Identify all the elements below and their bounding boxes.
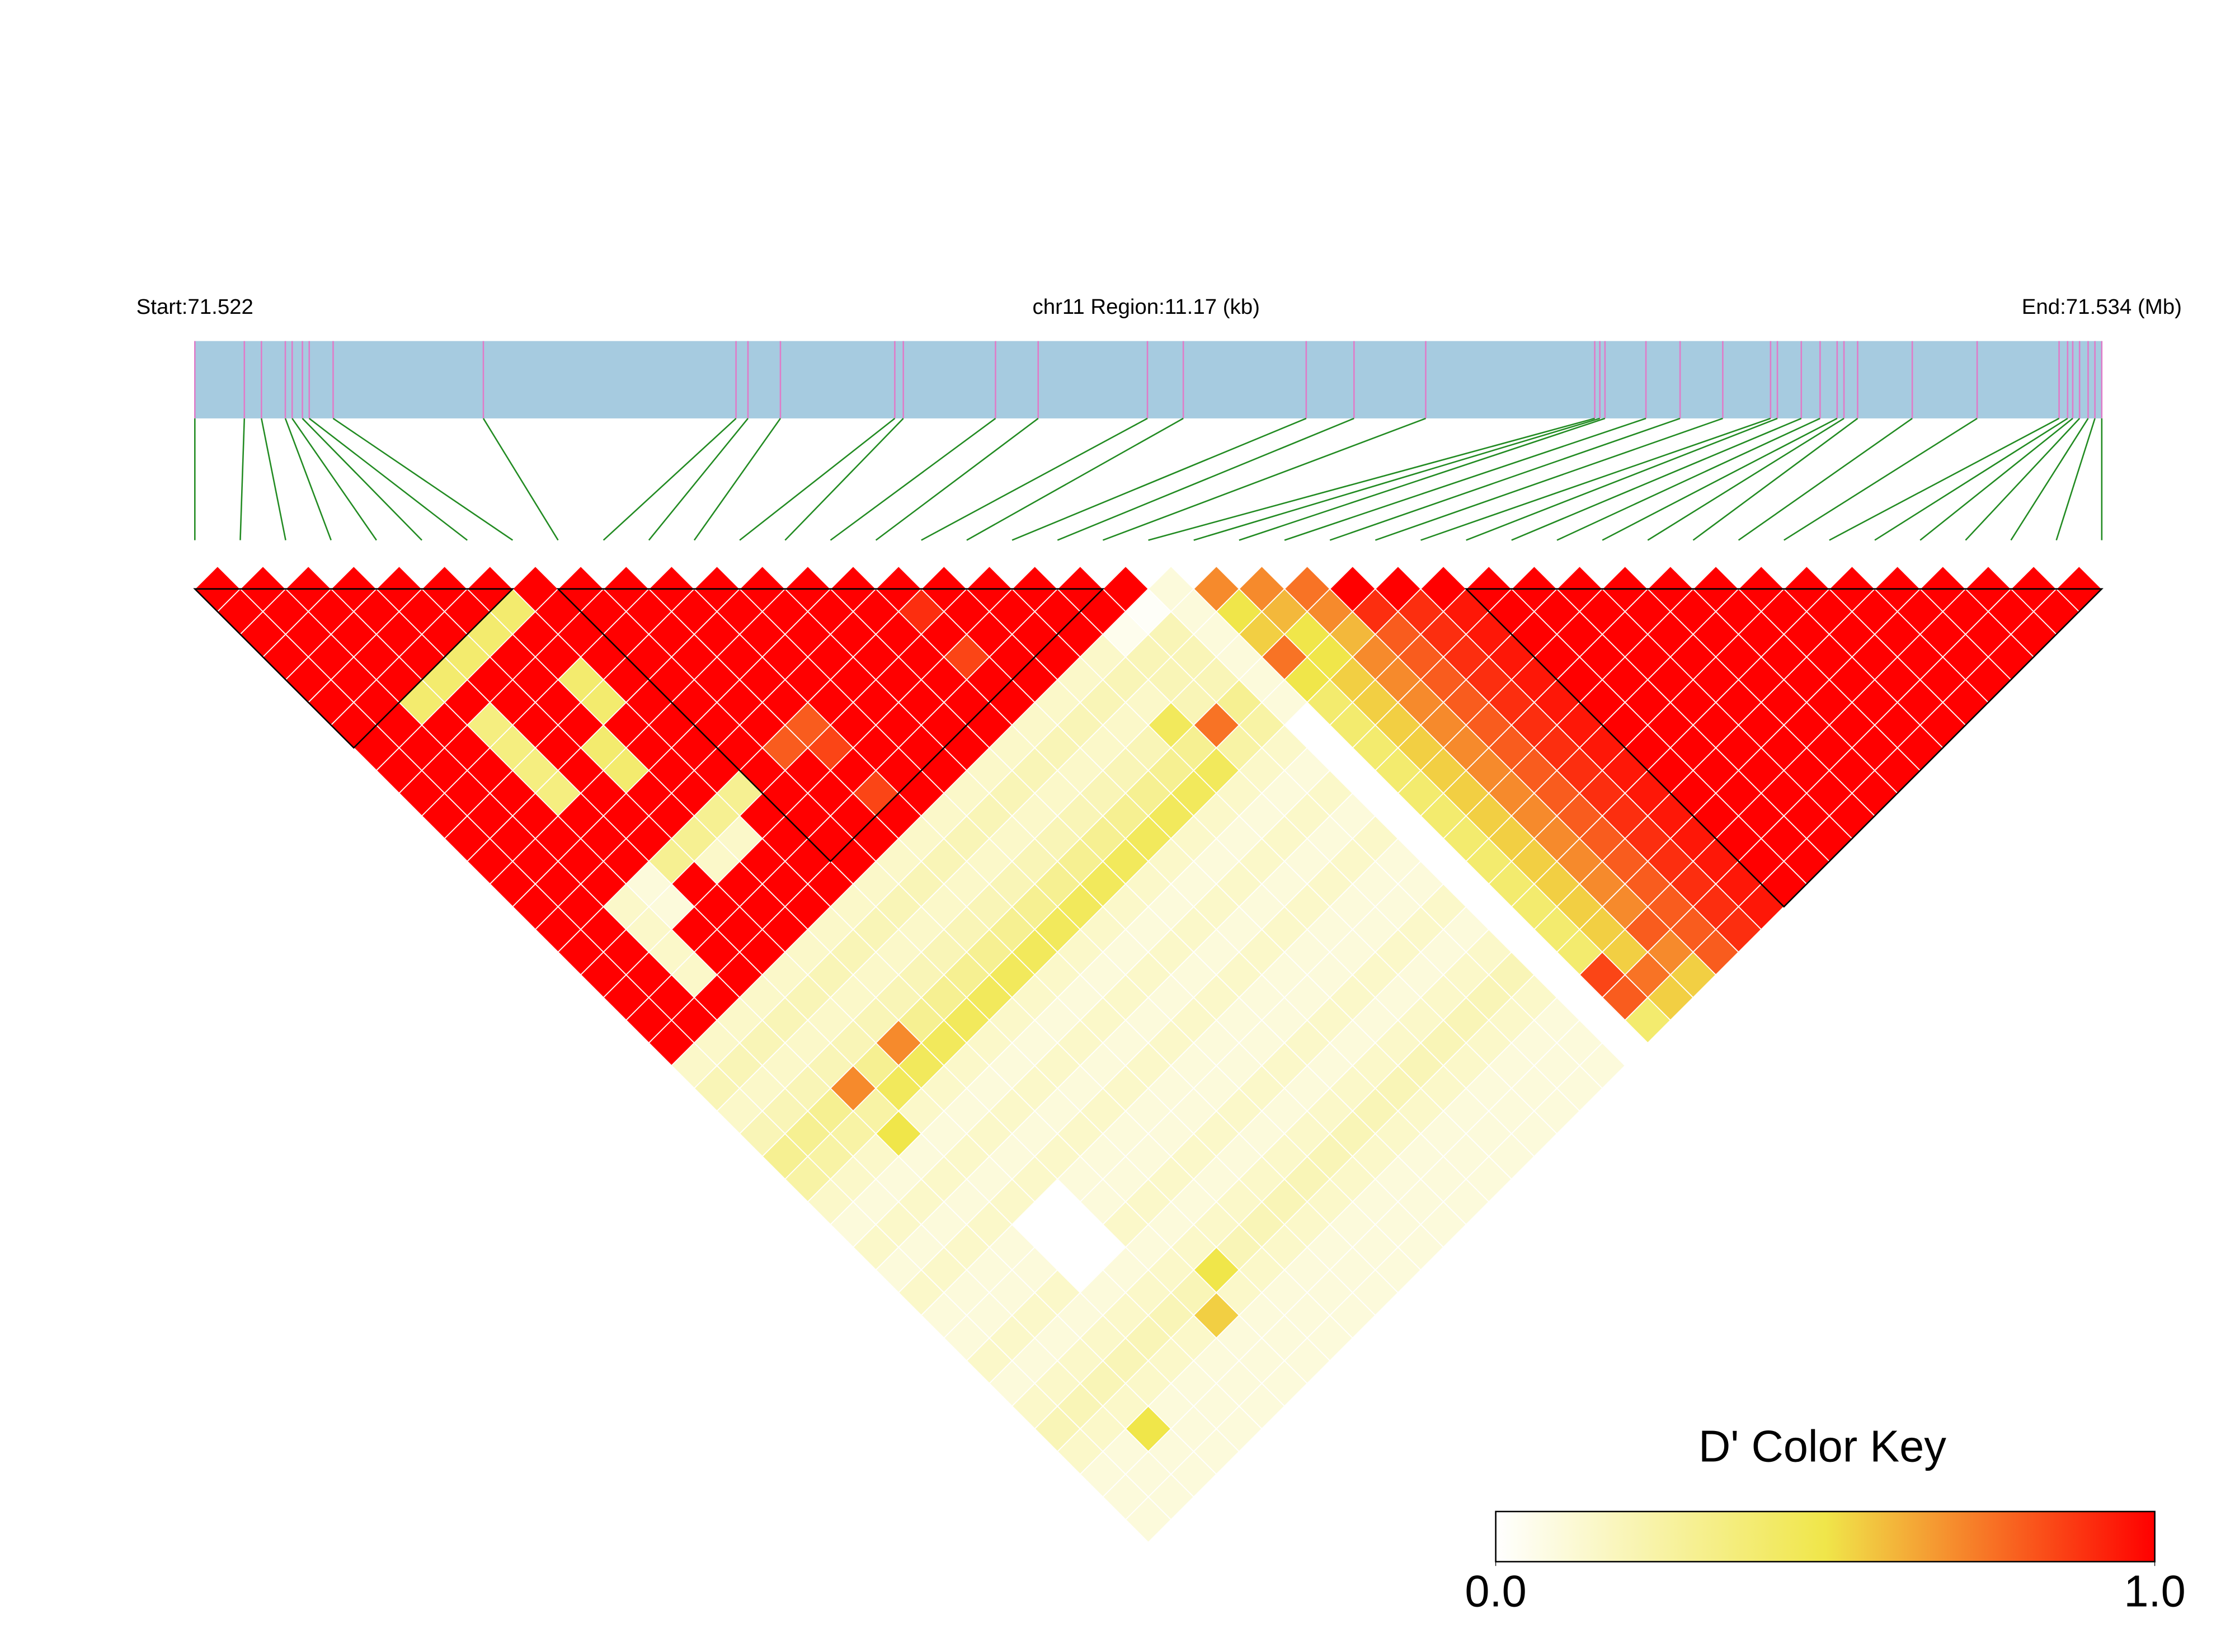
snp-connector <box>1375 417 1723 541</box>
snp-connector <box>239 418 246 540</box>
snp-connector <box>2010 418 2089 541</box>
snp-connector <box>921 417 1148 541</box>
start-label: Start:71.522 <box>137 295 253 319</box>
ld-block-outline <box>556 588 1105 863</box>
region-label: chr11 Region:11.17 (kb) <box>1033 295 1260 319</box>
snp-connector <box>875 417 1039 541</box>
snp-connector <box>603 417 737 541</box>
end-label: End:71.534 (Mb) <box>2022 295 2182 319</box>
color-key-title: D' Color Key <box>1698 1422 1946 1471</box>
snp-connector <box>1466 417 1778 541</box>
snp-connector <box>1329 417 1681 541</box>
snp-connector <box>966 417 1184 541</box>
snp-connector <box>1420 417 1771 541</box>
snp-connector <box>302 418 422 541</box>
snp-connector <box>1239 417 1606 541</box>
snp-connector <box>291 418 377 541</box>
color-key-label: 0.0 <box>1465 1566 1526 1616</box>
snp-connector <box>648 418 749 541</box>
snp-connector <box>1511 417 1802 541</box>
snp-connector <box>2055 418 2096 540</box>
snp-connector <box>1919 417 2073 541</box>
ld-block-outline <box>1464 588 2104 908</box>
ld-cells <box>194 565 2103 1543</box>
snp-connector <box>693 418 782 541</box>
snp-connector <box>1965 418 2081 541</box>
gene-bar <box>195 341 2102 418</box>
snp-connector <box>784 418 904 541</box>
snp-connector <box>1829 417 2060 541</box>
snp-connector <box>1057 417 1354 541</box>
snp-connector <box>1874 417 2068 541</box>
snp-connector <box>284 418 332 541</box>
snp-connector <box>1193 417 1601 541</box>
snp-connector <box>1102 417 1426 541</box>
ld-block-outline <box>193 588 515 749</box>
snp-connector <box>332 417 514 541</box>
color-key-bar <box>1495 1510 2156 1562</box>
snp-connector <box>830 417 996 541</box>
snp-connector <box>739 417 896 541</box>
snp-connector <box>308 417 468 541</box>
snp-connector <box>1011 417 1307 541</box>
snp-connector <box>1602 417 1838 541</box>
snp-connector <box>261 418 286 540</box>
snp-connector <box>1738 417 1913 541</box>
snp-connector <box>1784 417 1978 541</box>
snp-connector <box>1692 417 1858 541</box>
color-key-label: 1.0 <box>2124 1566 2185 1616</box>
snp-connector <box>1647 417 1845 541</box>
snp-connector <box>1556 417 1820 541</box>
snp-connector <box>1284 417 1646 541</box>
snp-connector <box>482 418 559 541</box>
snp-connector <box>1148 417 1595 541</box>
